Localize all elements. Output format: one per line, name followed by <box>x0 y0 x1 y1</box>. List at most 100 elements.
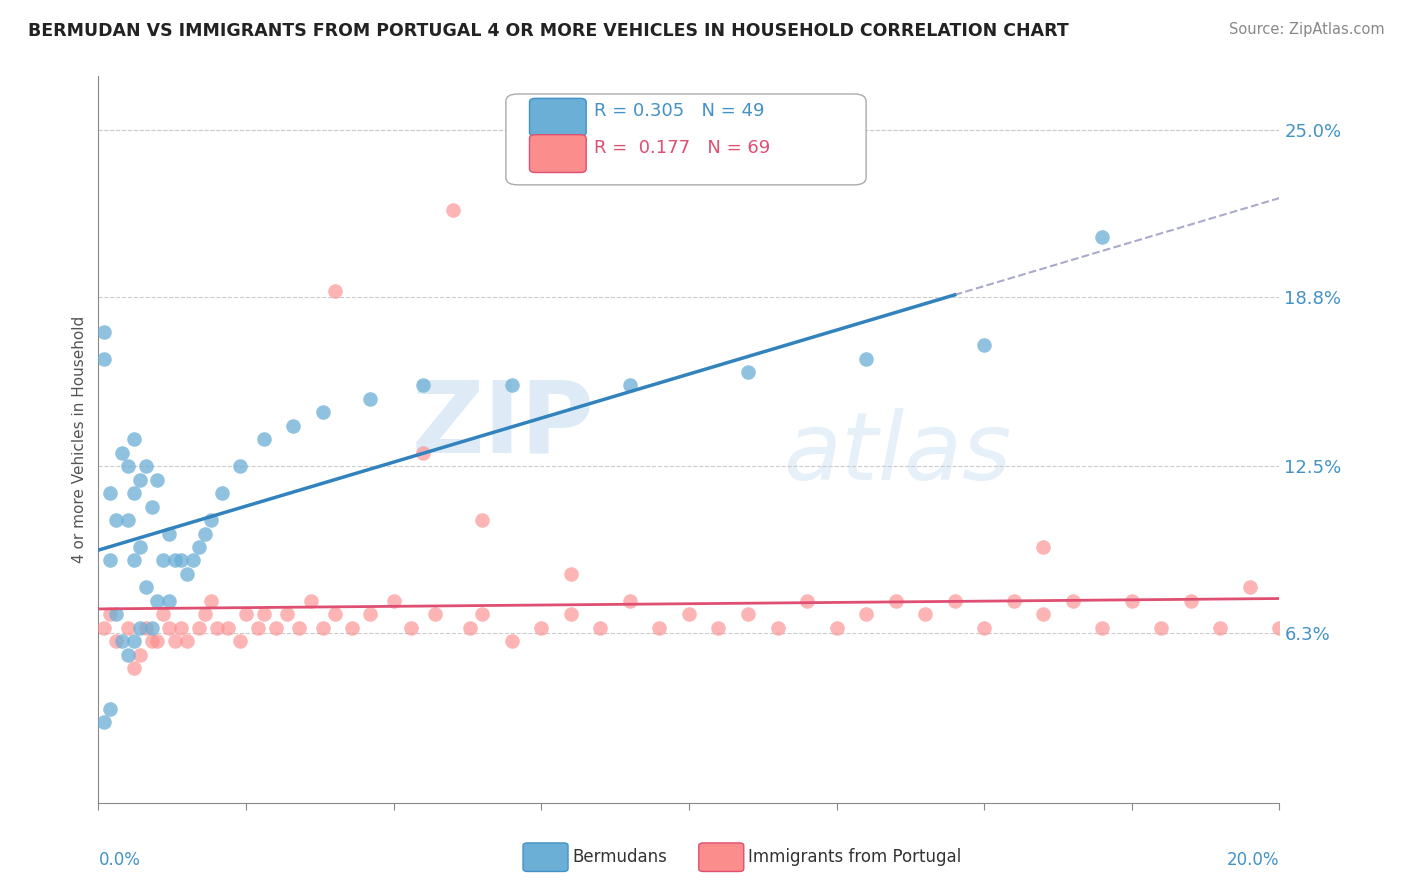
Point <box>471 513 494 527</box>
Point <box>194 526 217 541</box>
Point <box>412 378 434 392</box>
Point <box>737 607 759 622</box>
Point <box>1180 594 1202 608</box>
Text: R =  0.177   N = 69: R = 0.177 N = 69 <box>595 139 770 157</box>
Point <box>229 634 252 648</box>
Point <box>128 540 150 554</box>
Text: 20.0%: 20.0% <box>1227 851 1279 870</box>
Point <box>135 621 157 635</box>
Point <box>128 648 150 662</box>
Point <box>973 621 995 635</box>
Point <box>165 553 187 567</box>
Point <box>217 621 239 635</box>
Point <box>98 486 121 500</box>
Point <box>423 607 446 622</box>
Point <box>707 621 730 635</box>
Point <box>412 446 434 460</box>
Text: Bermudans: Bermudans <box>572 848 666 866</box>
Point <box>1268 621 1291 635</box>
Point <box>884 594 907 608</box>
Point <box>648 621 671 635</box>
Point <box>117 513 139 527</box>
Text: BERMUDAN VS IMMIGRANTS FROM PORTUGAL 4 OR MORE VEHICLES IN HOUSEHOLD CORRELATION: BERMUDAN VS IMMIGRANTS FROM PORTUGAL 4 O… <box>28 22 1069 40</box>
Point <box>165 634 187 648</box>
Point <box>1209 621 1232 635</box>
Point <box>678 607 700 622</box>
Point <box>342 621 364 635</box>
Point <box>312 621 335 635</box>
Point <box>200 594 222 608</box>
Point <box>441 203 464 218</box>
Point <box>1032 607 1054 622</box>
Point <box>181 553 204 567</box>
Point <box>98 607 121 622</box>
Point <box>176 634 198 648</box>
Point <box>253 432 276 446</box>
Point <box>146 634 169 648</box>
Point <box>276 607 298 622</box>
Point <box>157 526 180 541</box>
Point <box>299 594 322 608</box>
Point <box>560 607 582 622</box>
Point <box>501 634 523 648</box>
Point <box>93 714 115 729</box>
Point <box>98 701 121 715</box>
Point <box>122 634 145 648</box>
Point <box>146 594 169 608</box>
Point <box>105 513 128 527</box>
Point <box>401 621 423 635</box>
Point <box>93 325 115 339</box>
Point <box>211 486 233 500</box>
Point <box>128 621 150 635</box>
Point <box>359 607 381 622</box>
Point <box>460 621 482 635</box>
Point <box>382 594 405 608</box>
Point <box>530 621 553 635</box>
Point <box>205 621 228 635</box>
Point <box>128 473 150 487</box>
Point <box>117 621 139 635</box>
Point <box>766 621 789 635</box>
Text: atlas: atlas <box>783 409 1012 500</box>
Point <box>283 418 305 433</box>
Point <box>187 621 209 635</box>
Point <box>176 566 198 581</box>
Point <box>359 392 381 406</box>
Point <box>194 607 217 622</box>
Point <box>122 486 145 500</box>
Point <box>200 513 222 527</box>
Point <box>1002 594 1025 608</box>
Point <box>560 566 582 581</box>
Point <box>117 459 139 474</box>
Point <box>152 607 174 622</box>
Point <box>235 607 257 622</box>
Point <box>619 378 641 392</box>
Point <box>825 621 848 635</box>
Point <box>737 365 759 379</box>
Point <box>146 473 169 487</box>
Point <box>1121 594 1143 608</box>
Point <box>323 284 346 298</box>
Point <box>117 648 139 662</box>
Text: Immigrants from Portugal: Immigrants from Portugal <box>748 848 962 866</box>
Point <box>943 594 966 608</box>
Point <box>111 634 134 648</box>
Point <box>1091 230 1114 244</box>
Point <box>141 500 163 514</box>
Point <box>122 553 145 567</box>
Point <box>141 621 163 635</box>
Point <box>589 621 612 635</box>
Point <box>135 581 157 595</box>
FancyBboxPatch shape <box>530 98 586 136</box>
Text: Source: ZipAtlas.com: Source: ZipAtlas.com <box>1229 22 1385 37</box>
Point <box>471 607 494 622</box>
Point <box>1239 581 1261 595</box>
Point <box>1062 594 1084 608</box>
Y-axis label: 4 or more Vehicles in Household: 4 or more Vehicles in Household <box>72 316 87 563</box>
Text: ZIP: ZIP <box>412 376 595 474</box>
Point <box>229 459 252 474</box>
Point <box>111 446 134 460</box>
FancyBboxPatch shape <box>530 135 586 172</box>
Point <box>855 607 877 622</box>
Point <box>157 594 180 608</box>
